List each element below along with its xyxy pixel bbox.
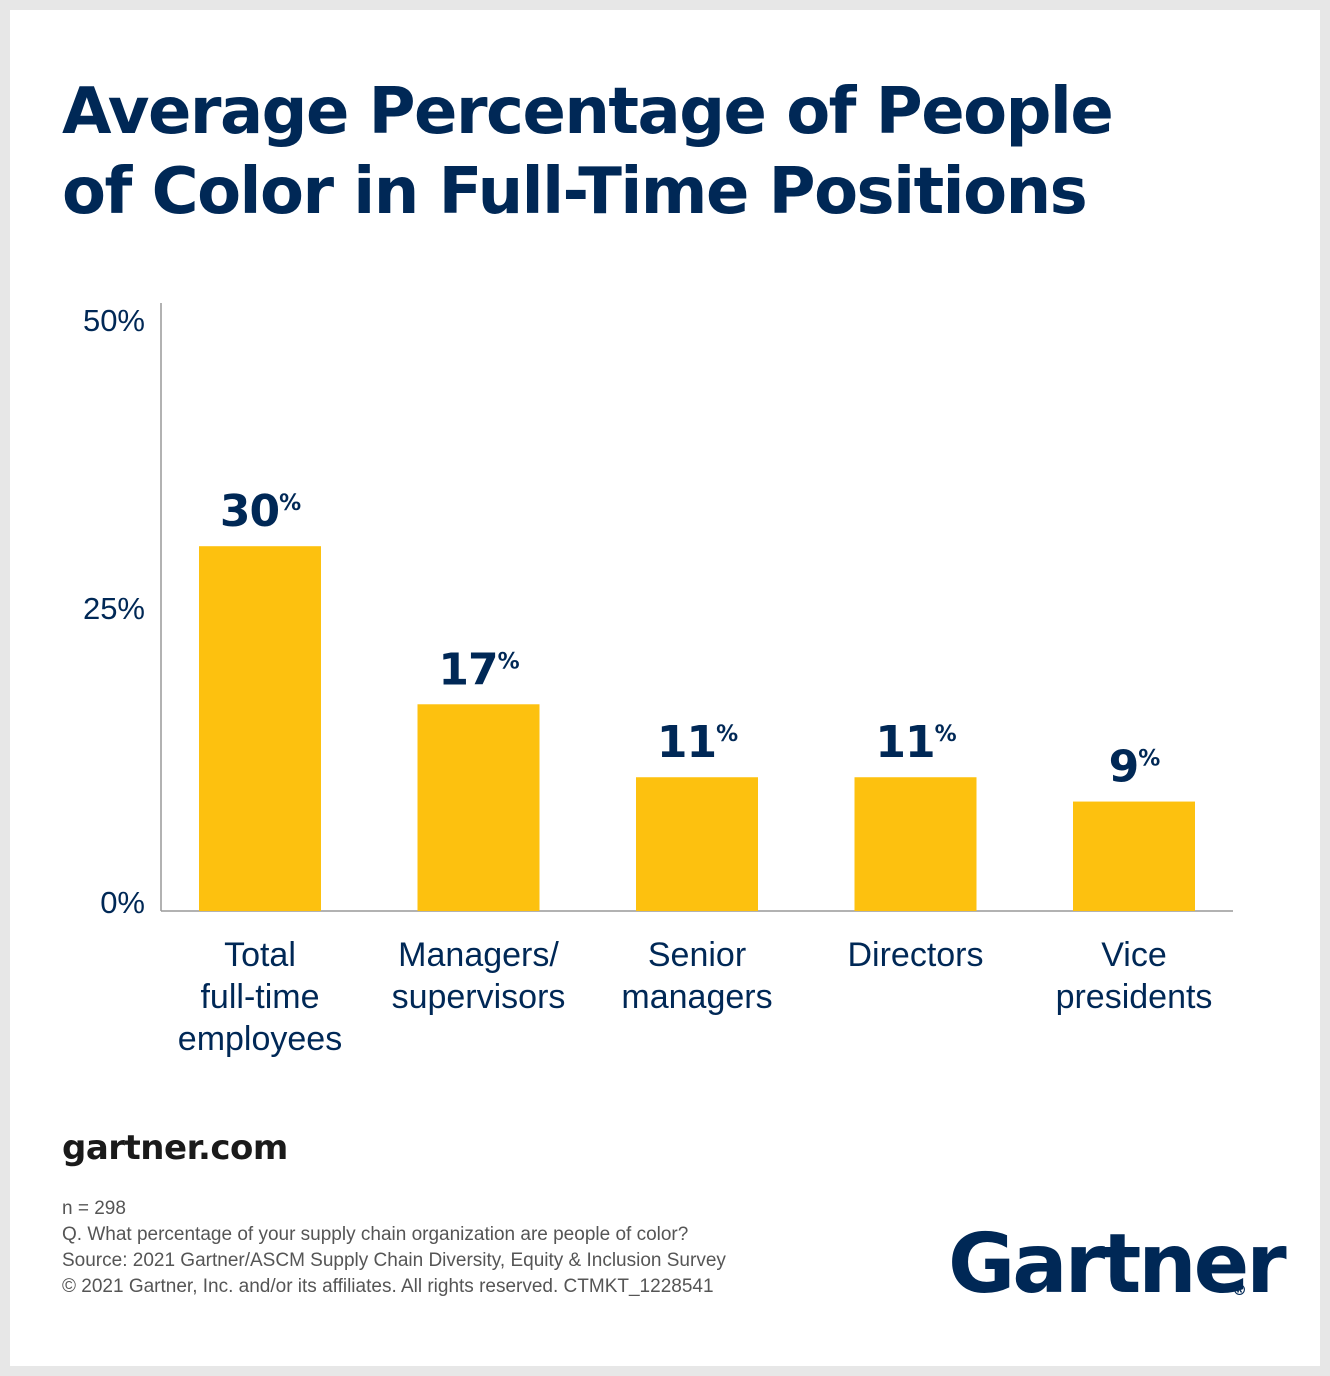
data-label-percent-sign: % — [279, 491, 301, 516]
data-label: 11% — [875, 717, 956, 768]
category-label: Total — [224, 936, 296, 974]
category-label: Vice — [1101, 936, 1167, 974]
chart-title-line-1: Average Percentage of People — [62, 75, 1114, 149]
bar — [199, 546, 321, 911]
chart-title-line-2: of Color in Full-Time Positions — [62, 155, 1088, 229]
website-label[interactable]: gartner.com — [62, 1128, 288, 1168]
y-tick-label: 50% — [83, 303, 145, 338]
chart-title: Average Percentage of People of Color in… — [62, 72, 1282, 232]
category-label: managers — [621, 978, 772, 1016]
data-label-percent-sign: % — [935, 722, 957, 747]
category-label: Directors — [847, 936, 983, 974]
category-label: full-time — [200, 978, 319, 1016]
category-label: Managers/ — [398, 936, 559, 974]
bar-chart: 0% 25% 50% 30% Total full-time employees 17% Man… — [83, 303, 1233, 1058]
bar — [1073, 801, 1195, 911]
y-tick-label: 0% — [100, 885, 145, 920]
footnote-source: Source: 2021 Gartner/ASCM Supply Chain D… — [62, 1250, 726, 1271]
data-label: 30% — [220, 486, 301, 537]
category-label: Senior — [648, 936, 746, 974]
category-label: supervisors — [392, 978, 566, 1016]
registered-mark: ® — [1232, 1281, 1247, 1299]
category-label: employees — [178, 1020, 342, 1058]
data-label: 17% — [438, 644, 519, 695]
gartner-logo: Gartner — [948, 1217, 1287, 1312]
data-label-percent-sign: % — [1138, 747, 1160, 772]
data-label-percent-sign: % — [498, 649, 520, 674]
footnotes: n = 298 Q. What percentage of your suppl… — [62, 1196, 726, 1300]
footnote-sample-size: n = 298 — [62, 1198, 126, 1219]
footnote-copyright: © 2021 Gartner, Inc. and/or its affiliat… — [62, 1276, 714, 1297]
data-label: 9% — [1109, 742, 1161, 793]
category-label: presidents — [1056, 978, 1213, 1016]
y-tick-label: 25% — [83, 591, 145, 626]
footnote-question: Q. What percentage of your supply chain … — [62, 1224, 689, 1245]
data-label: 11% — [657, 717, 738, 768]
bar — [417, 704, 540, 911]
data-label-percent-sign: % — [716, 722, 738, 747]
bar — [854, 777, 977, 911]
bar — [636, 777, 758, 911]
